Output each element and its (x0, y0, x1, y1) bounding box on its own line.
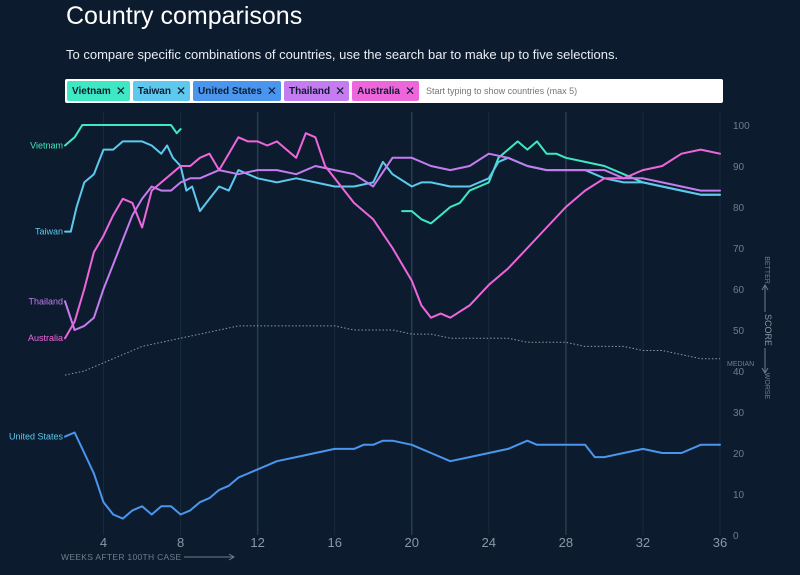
close-icon[interactable]: ✕ (335, 84, 346, 98)
x-tick-label: 20 (405, 535, 419, 550)
x-axis-arrowhead (228, 553, 235, 561)
y-tick-label: 100 (733, 121, 750, 132)
y-tick-label: 30 (733, 408, 745, 419)
country-label-taiwan: Taiwan (35, 227, 63, 237)
y-tick-label: 20 (733, 449, 745, 460)
worse-arrowhead (761, 367, 769, 374)
y-tick-label: 40 (733, 367, 745, 378)
chip-label: Australia (357, 85, 400, 97)
x-tick-label: 4 (100, 535, 107, 550)
y-tick-label: 50 (733, 326, 745, 337)
search-input[interactable] (422, 80, 723, 102)
country-label-australia: Australia (28, 333, 63, 343)
chip-label: Taiwan (137, 85, 171, 97)
chip-vietnam: Vietnam ✕ (67, 81, 130, 101)
score-label: SCORE (763, 314, 773, 346)
page-subtitle: To compare specific combinations of coun… (66, 47, 619, 62)
x-tick-label: 36 (713, 535, 727, 550)
x-tick-label: 24 (482, 535, 496, 550)
country-label-united-states: United States (9, 432, 64, 442)
x-tick-label: 28 (559, 535, 573, 550)
median-label: MEDIAN (727, 361, 754, 368)
chip-taiwan: Taiwan ✕ (132, 81, 191, 101)
country-label-thailand: Thailand (28, 296, 63, 306)
y-tick-label: 90 (733, 162, 745, 173)
country-search-bar[interactable]: Vietnam ✕ Taiwan ✕ United States ✕ Thail… (65, 79, 723, 103)
chip-thailand: Thailand ✕ (283, 81, 350, 101)
x-tick-label: 8 (177, 535, 184, 550)
close-icon[interactable]: ✕ (175, 84, 187, 98)
y-tick-label: 80 (733, 203, 745, 214)
series-line-thailand (64, 152, 721, 331)
close-icon[interactable]: ✕ (115, 84, 126, 98)
chip-australia: Australia ✕ (352, 81, 420, 101)
worse-label: WORSE (763, 373, 770, 400)
y-tick-label: 70 (733, 244, 745, 255)
series-line-australia (64, 132, 721, 340)
series-line-vietnam (401, 140, 721, 225)
better-label: BETTER (763, 256, 770, 284)
y-tick-label: 0 (733, 531, 739, 542)
series-line-united-states (64, 431, 721, 520)
x-tick-label: 16 (327, 535, 341, 550)
x-tick-label: 32 (636, 535, 650, 550)
x-tick-label: 12 (250, 535, 264, 550)
chip-label: United States (198, 85, 262, 97)
chip-label: Vietnam (72, 85, 111, 97)
page-title: Country comparisons (66, 2, 303, 30)
median-line (64, 325, 720, 376)
close-icon[interactable]: ✕ (404, 84, 416, 98)
country-label-vietnam: Vietnam (30, 141, 63, 151)
chip-united-states: United States ✕ (193, 81, 281, 101)
close-icon[interactable]: ✕ (266, 84, 277, 98)
y-tick-label: 10 (733, 490, 745, 501)
chip-label: Thailand (288, 85, 331, 97)
series-line-taiwan (64, 140, 721, 233)
series-line-vietnam (64, 124, 182, 147)
better-arrowhead (761, 284, 769, 291)
y-tick-label: 60 (733, 285, 745, 296)
x-axis-label: WEEKS AFTER 100TH CASE (61, 552, 181, 562)
